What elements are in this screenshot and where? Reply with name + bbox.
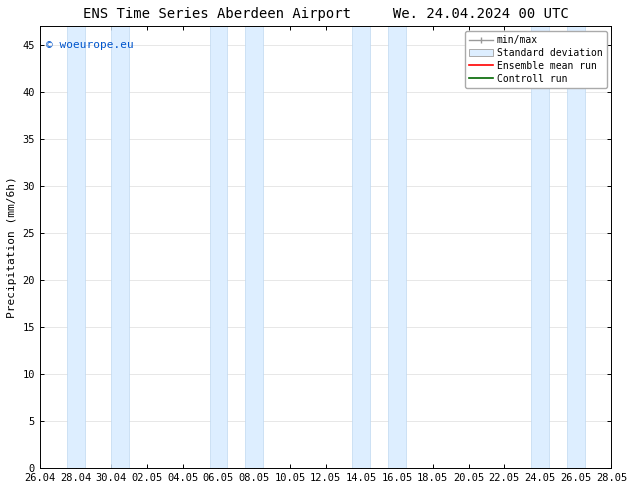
Bar	[67, 26, 84, 468]
Bar	[531, 26, 549, 468]
Bar	[245, 26, 263, 468]
Bar	[112, 26, 129, 468]
Text: © woeurope.eu: © woeurope.eu	[46, 40, 133, 49]
Bar	[210, 26, 228, 468]
Bar	[567, 26, 585, 468]
Legend: min/max, Standard deviation, Ensemble mean run, Controll run: min/max, Standard deviation, Ensemble me…	[465, 31, 607, 88]
Y-axis label: Precipitation (mm/6h): Precipitation (mm/6h)	[7, 176, 17, 318]
Title: ENS Time Series Aberdeen Airport     We. 24.04.2024 00 UTC: ENS Time Series Aberdeen Airport We. 24.…	[83, 7, 569, 21]
Bar	[388, 26, 406, 468]
Bar	[353, 26, 370, 468]
